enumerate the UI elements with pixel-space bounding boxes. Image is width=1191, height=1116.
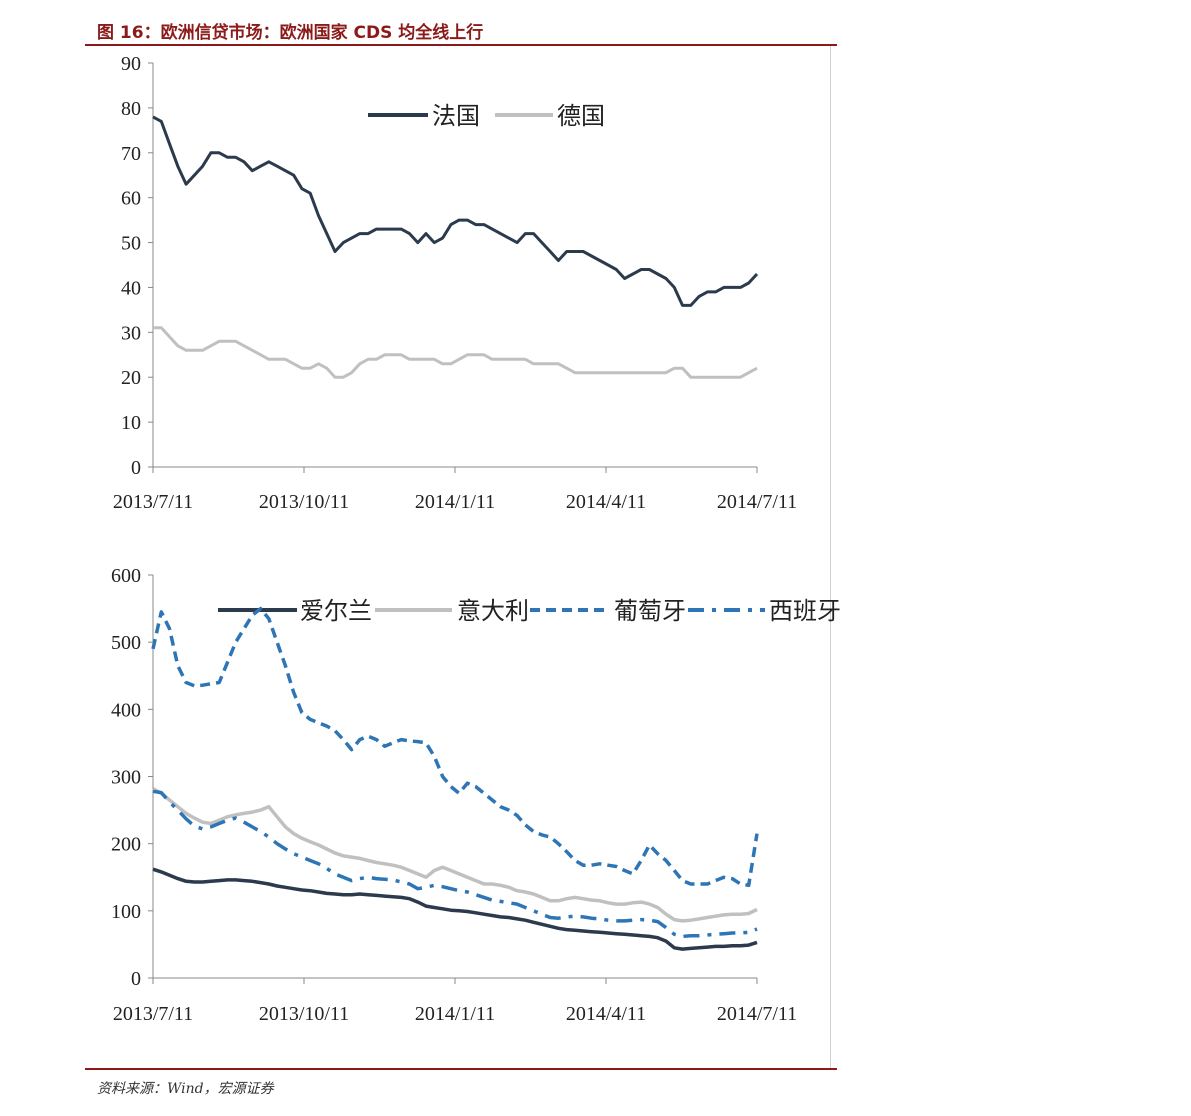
source-note: 资料来源：Wind，宏源证券: [97, 1081, 274, 1097]
y-tick-label: 10: [121, 412, 141, 434]
y-tick-label: 400: [111, 699, 141, 721]
source-rule: [85, 1068, 837, 1070]
y-tick-label: 0: [131, 457, 141, 479]
legend-label: 葡萄牙: [614, 597, 686, 625]
title-rule: [85, 44, 837, 46]
y-tick-label: 40: [121, 277, 141, 299]
y-tick-label: 300: [111, 767, 141, 789]
x-tick-label: 2014/4/11: [566, 1003, 646, 1025]
y-tick-label: 30: [121, 322, 141, 344]
x-tick-label: 2013/7/11: [113, 491, 193, 513]
x-tick-label: 2014/4/11: [566, 491, 646, 513]
y-tick-label: 80: [121, 98, 141, 120]
legend-label: 德国: [557, 102, 605, 130]
x-tick-label: 2014/7/11: [717, 491, 797, 513]
y-tick-label: 600: [111, 565, 141, 587]
y-tick-label: 60: [121, 188, 141, 210]
x-tick-label: 2014/1/11: [415, 1003, 495, 1025]
series-line-3: [151, 606, 759, 888]
y-tick-label: 20: [121, 367, 141, 389]
x-tick-label: 2014/1/11: [415, 491, 495, 513]
y-tick-label: 50: [121, 233, 141, 255]
legend-label: 法国: [432, 102, 480, 130]
chart-periphery-cds: 0 100 200 300 400 500 600 2013/7/11 2013/10/11 20…: [111, 565, 841, 1025]
x-tick-label: 2013/10/11: [259, 1003, 349, 1025]
figure-title: 图 16：欧洲信贷市场：欧洲国家 CDS 均全线上行: [97, 23, 484, 43]
chart-divider: [830, 556, 831, 1068]
chart-france-germany-cds: 0 10 20 30 40 50 60 70 80 90 2013/7/11 2013/10/11 20…: [113, 53, 797, 513]
x-tick-label: 2013/7/11: [113, 1003, 193, 1025]
series-line-2: [153, 326, 758, 379]
y-tick-label: 70: [121, 143, 141, 165]
series-line-4: [152, 789, 758, 939]
x-tick-label: 2014/7/11: [717, 1003, 797, 1025]
legend-label: 意大利: [457, 597, 529, 625]
x-tick-label: 2013/10/11: [259, 491, 349, 513]
y-tick-label: 90: [121, 53, 141, 75]
y-tick-label: 100: [111, 901, 141, 923]
chart-divider: [830, 46, 831, 556]
y-tick-label: 200: [111, 834, 141, 856]
legend-label: 西班牙: [769, 597, 841, 625]
series-line-2: [152, 787, 758, 923]
y-tick-label: 0: [131, 968, 141, 990]
legend-label: 爱尔兰: [300, 597, 372, 625]
series-line-1: [152, 867, 758, 951]
y-tick-label: 500: [111, 632, 141, 654]
series-line-1: [152, 115, 759, 307]
